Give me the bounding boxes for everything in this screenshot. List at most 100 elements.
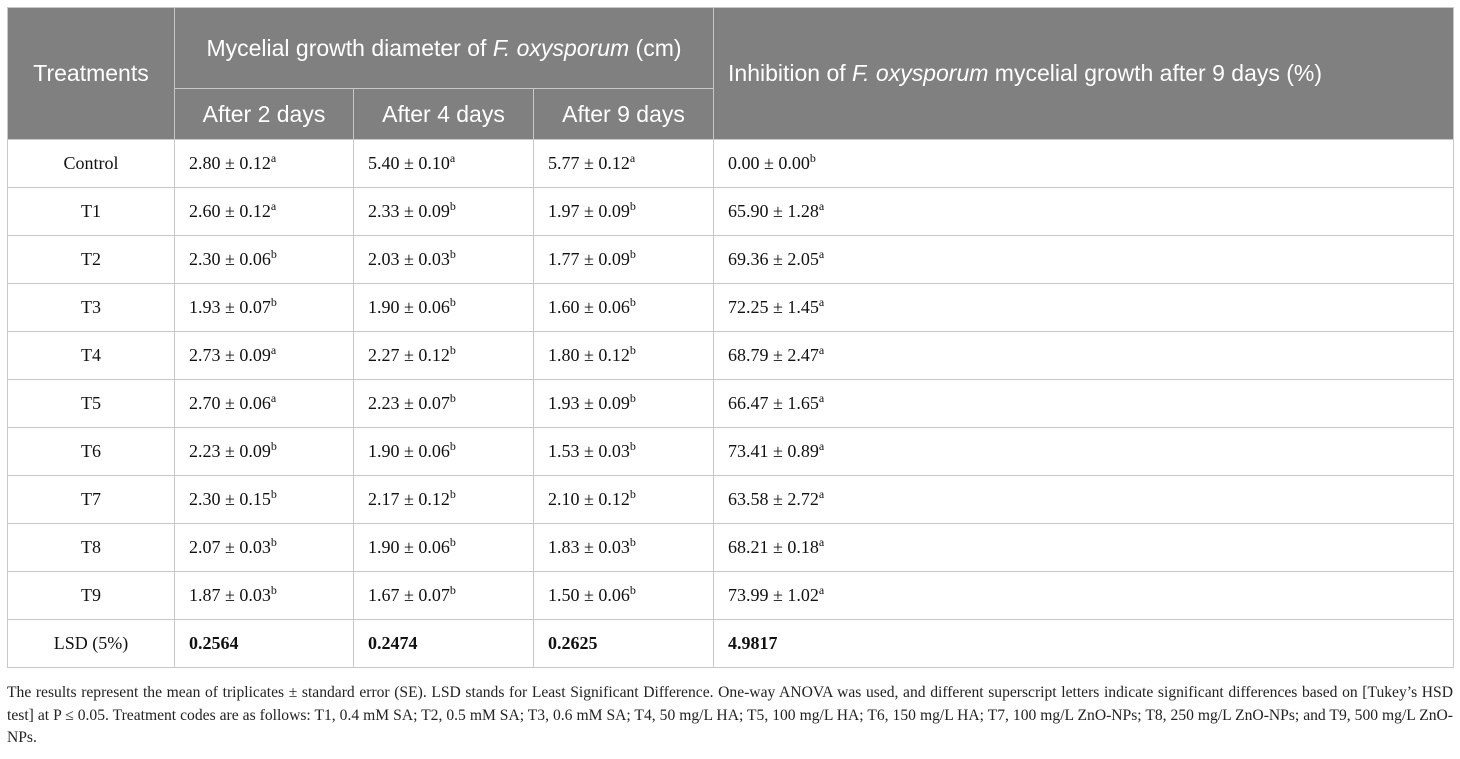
significance-letter: b [629,391,636,405]
cell-day-2: 2.30 ± 0.06b [174,235,354,284]
treatment-name: T8 [7,523,175,572]
significance-letter: a [818,583,825,597]
significance-letter: a [818,295,825,309]
cell-day-4: 2.23 ± 0.07b [353,379,534,428]
significance-letter: a [270,343,277,357]
significance-letter: a [818,247,825,261]
cell-day-9: 1.77 ± 0.09b [532,235,715,284]
significance-letter: b [449,295,456,309]
cell-day-9: 5.77 ± 0.12a [532,139,715,188]
significance-letter: b [449,199,456,213]
header-treatments: Treatments [7,7,175,140]
table-row: T9 1.87 ± 0.03b 1.67 ± 0.07b 1.50 ± 0.06… [7,571,1455,620]
table-header: Treatments Mycelial growth diameter of F… [7,7,1455,140]
significance-letter: b [270,247,277,261]
results-table: Treatments Mycelial growth diameter of F… [7,7,1455,668]
cell-day-4: 2.27 ± 0.12b [353,331,534,380]
table-body: Control 2.80 ± 0.12a 5.40 ± 0.10a 5.77 ±… [7,139,1455,668]
cell-day-9: 1.53 ± 0.03b [532,427,715,476]
significance-letter: a [270,151,277,165]
header-growth-diameter: Mycelial growth diameter of F. oxysporum… [173,7,715,89]
significance-letter: b [629,583,636,597]
header-after-2-days: After 2 days [174,88,354,140]
significance-letter: a [270,199,277,213]
cell-inhibition: 73.41 ± 0.89a [713,427,1455,476]
cell-day-9: 1.80 ± 0.12b [532,331,715,380]
significance-letter: b [449,247,456,261]
table-row: T1 2.60 ± 0.12a 2.33 ± 0.09b 1.97 ± 0.09… [7,187,1455,236]
lsd-inhibition: 4.9817 [713,619,1455,668]
treatment-name: T5 [7,379,175,428]
significance-letter: b [629,487,636,501]
lsd-day-9: 0.2625 [532,619,715,668]
growth-title-pre: Mycelial growth diameter of [206,35,493,61]
significance-letter: a [629,151,636,165]
significance-letter: b [270,487,277,501]
cell-day-4: 2.33 ± 0.09b [353,187,534,236]
cell-inhibition: 0.00 ± 0.00b [713,139,1455,188]
significance-letter: b [629,247,636,261]
cell-day-9: 2.10 ± 0.12b [532,475,715,524]
significance-letter: b [449,583,456,597]
cell-inhibition: 68.79 ± 2.47a [713,331,1455,380]
header-after-4-days: After 4 days [353,88,534,140]
significance-letter: b [449,439,456,453]
cell-inhibition: 66.47 ± 1.65a [713,379,1455,428]
cell-day-2: 2.30 ± 0.15b [174,475,354,524]
significance-letter: b [449,487,456,501]
cell-day-4: 2.17 ± 0.12b [353,475,534,524]
cell-day-9: 1.93 ± 0.09b [532,379,715,428]
significance-letter: b [809,151,816,165]
significance-letter: b [270,439,277,453]
significance-letter: b [629,199,636,213]
cell-inhibition: 63.58 ± 2.72a [713,475,1455,524]
lsd-label: LSD (5%) [7,619,175,668]
growth-title-post: (cm) [629,35,682,61]
treatment-name: T6 [7,427,175,476]
header-inhibition: Inhibition of F. oxysporum mycelial grow… [713,7,1455,140]
results-table-container: Treatments Mycelial growth diameter of F… [7,7,1455,668]
significance-letter: b [629,439,636,453]
significance-letter: b [629,535,636,549]
cell-day-2: 1.93 ± 0.07b [174,283,354,332]
treatment-name: T3 [7,283,175,332]
significance-letter: a [818,487,825,501]
significance-letter: a [818,391,825,405]
lsd-day-4: 0.2474 [353,619,534,668]
treatment-name: Control [7,139,175,188]
cell-day-2: 2.60 ± 0.12a [174,187,354,236]
cell-day-4: 1.90 ± 0.06b [353,283,534,332]
treatment-name: T1 [7,187,175,236]
inhibition-title-post: mycelial growth after 9 days (%) [988,60,1323,86]
cell-inhibition: 65.90 ± 1.28a [713,187,1455,236]
significance-letter: a [818,439,825,453]
inhibition-title-pre: Inhibition of [728,60,853,86]
cell-day-2: 2.73 ± 0.09a [174,331,354,380]
cell-day-4: 1.67 ± 0.07b [353,571,534,620]
cell-day-9: 1.50 ± 0.06b [532,571,715,620]
table-row: T7 2.30 ± 0.15b 2.17 ± 0.12b 2.10 ± 0.12… [7,475,1455,524]
table-row: T4 2.73 ± 0.09a 2.27 ± 0.12b 1.80 ± 0.12… [7,331,1455,380]
cell-day-2: 2.80 ± 0.12a [174,139,354,188]
cell-day-4: 2.03 ± 0.03b [353,235,534,284]
cell-day-9: 1.60 ± 0.06b [532,283,715,332]
cell-inhibition: 68.21 ± 0.18a [713,523,1455,572]
treatment-name: T2 [7,235,175,284]
table-footnote: The results represent the mean of tripli… [7,684,1453,746]
table-row: Control 2.80 ± 0.12a 5.40 ± 0.10a 5.77 ±… [7,139,1455,188]
species-name: F. oxysporum [852,60,989,86]
significance-letter: b [270,535,277,549]
significance-letter: b [449,343,456,357]
cell-day-9: 1.83 ± 0.03b [532,523,715,572]
species-name: F. oxysporum [492,35,630,61]
cell-day-4: 1.90 ± 0.06b [353,523,534,572]
table-row: T6 2.23 ± 0.09b 1.90 ± 0.06b 1.53 ± 0.03… [7,427,1455,476]
cell-inhibition: 69.36 ± 2.05a [713,235,1455,284]
cell-day-9: 1.97 ± 0.09b [532,187,715,236]
cell-day-2: 1.87 ± 0.03b [174,571,354,620]
table-row: T2 2.30 ± 0.06b 2.03 ± 0.03b 1.77 ± 0.09… [7,235,1455,284]
significance-letter: a [270,391,277,405]
significance-letter: b [629,343,636,357]
significance-letter: b [449,391,456,405]
cell-day-2: 2.07 ± 0.03b [174,523,354,572]
